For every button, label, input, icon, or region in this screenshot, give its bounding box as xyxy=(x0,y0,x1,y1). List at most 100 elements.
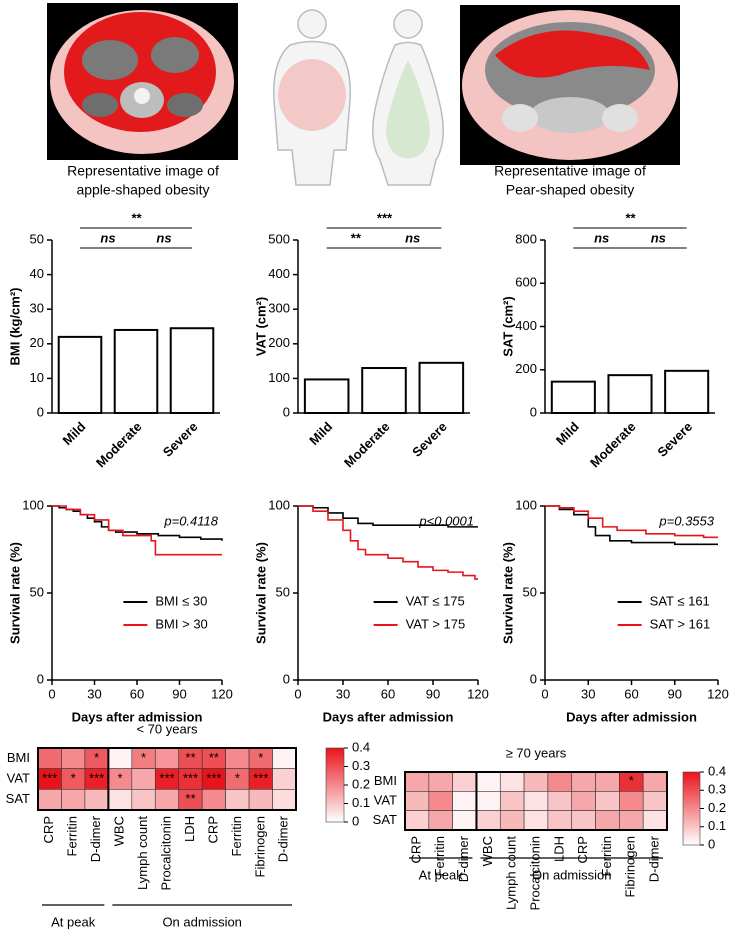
x-tick-label: 30 xyxy=(581,686,595,701)
y-axis-label: BMI (kg/cm²) xyxy=(7,288,22,366)
heatmap-cell xyxy=(37,747,62,769)
colorbar-tick-label: 0.3 xyxy=(708,782,726,797)
heatmap-cell xyxy=(523,791,549,811)
bar xyxy=(169,327,215,415)
y-tick-label: 50 xyxy=(30,584,44,599)
heatmap-cell xyxy=(201,789,226,811)
significance-label: ** xyxy=(185,750,195,765)
heatmap-title: < 70 years xyxy=(136,721,198,736)
heatmap-cell xyxy=(225,747,250,769)
heatmap-cell xyxy=(452,771,477,792)
y-tick-label: 500 xyxy=(268,231,290,246)
p-value: p=0.3553 xyxy=(658,513,714,528)
x-axis-label: Days after admission xyxy=(72,709,203,724)
legend-label: VAT > 175 xyxy=(406,616,466,631)
heatmap-cell xyxy=(619,810,644,831)
x-tick-label: 60 xyxy=(624,686,638,701)
heatmap-cell xyxy=(476,791,501,811)
significance-label: *** xyxy=(89,770,104,785)
bar xyxy=(607,374,653,414)
column-label: D-dimer xyxy=(647,835,662,882)
significance-label: ns xyxy=(405,230,420,245)
row-label: SAT xyxy=(373,812,397,827)
significance-label: * xyxy=(141,750,146,765)
bar xyxy=(418,361,465,414)
legend-label: SAT ≤ 161 xyxy=(650,593,710,608)
heatmap-cell xyxy=(476,771,501,792)
body-silhouettes xyxy=(273,9,444,186)
heatmap-cell xyxy=(642,810,668,831)
y-tick-label: 50 xyxy=(30,231,44,246)
x-tick-label: Mild xyxy=(553,419,582,448)
heatmap-cell xyxy=(547,771,573,792)
heatmap-cell xyxy=(428,810,453,831)
row-label: BMI xyxy=(7,750,30,765)
legend-label: BMI > 30 xyxy=(155,616,207,631)
significance-label: ns xyxy=(100,230,115,245)
image-caption: Pear-shaped obesity xyxy=(506,182,634,198)
x-tick-label: Mild xyxy=(60,419,89,448)
heatmap-cell xyxy=(499,771,525,792)
column-label: Fibrinogen xyxy=(623,836,638,897)
heatmap-cell xyxy=(452,791,477,811)
colorbar-tick-label: 0.1 xyxy=(352,795,370,810)
y-tick-label: 0 xyxy=(37,404,44,419)
heatmap-cell xyxy=(571,791,596,811)
ct-image-pear xyxy=(460,5,680,165)
heatmap-cell xyxy=(523,810,549,831)
heatmap-cell xyxy=(131,789,156,811)
survival-curve xyxy=(52,505,222,556)
bar xyxy=(361,367,407,414)
column-label: Ferritin xyxy=(229,816,244,856)
heatmap-cell xyxy=(523,771,549,792)
y-axis-label: Survival rate (%) xyxy=(253,542,268,644)
x-tick-label: 60 xyxy=(381,686,395,701)
y-tick-label: 100 xyxy=(515,497,537,512)
row-label: SAT xyxy=(6,791,30,806)
colorbar-tick-label: 0.2 xyxy=(352,776,370,791)
legend-label: BMI ≤ 30 xyxy=(155,593,207,608)
significance-label: ** xyxy=(131,210,142,225)
legend-label: SAT > 161 xyxy=(650,616,711,631)
column-label: D-dimer xyxy=(276,815,291,862)
column-label: CRP xyxy=(575,836,590,863)
y-tick-label: 0 xyxy=(530,671,537,686)
y-tick-label: 100 xyxy=(268,370,290,385)
column-label: Procalcitonin xyxy=(158,816,173,890)
x-tick-label: 120 xyxy=(467,686,489,701)
column-label: D-dimer xyxy=(456,835,471,882)
x-tick-label: 30 xyxy=(336,686,350,701)
heatmap-cell xyxy=(595,771,620,792)
significance-label: *** xyxy=(376,210,392,225)
group-label: On admission xyxy=(162,914,241,929)
group-label: At peak xyxy=(419,867,464,882)
heatmap-title: ≥ 70 years xyxy=(506,745,567,760)
y-tick-label: 0 xyxy=(37,671,44,686)
bar xyxy=(664,369,710,414)
survival-curve xyxy=(298,505,478,528)
column-label: Fibrinogen xyxy=(252,816,267,877)
y-axis-label: Survival rate (%) xyxy=(500,542,515,644)
y-axis-label: Survival rate (%) xyxy=(7,542,22,644)
heatmap-cell xyxy=(225,789,250,811)
colorbar-tick-label: 0 xyxy=(708,836,715,851)
image-caption: apple-shaped obesity xyxy=(76,182,209,198)
column-label: Lymph count xyxy=(504,836,519,910)
y-tick-label: 40 xyxy=(30,266,44,281)
heatmap-cell xyxy=(108,789,133,811)
y-tick-label: 200 xyxy=(268,335,290,350)
significance-label: ** xyxy=(625,210,636,225)
heatmap-cell xyxy=(428,771,453,792)
column-label: WBC xyxy=(480,836,495,866)
heatmap-cell xyxy=(547,791,573,811)
x-tick-label: Severe xyxy=(654,419,695,460)
column-label: Ferritin xyxy=(599,836,614,876)
row-label: VAT xyxy=(7,770,30,785)
heatmap-cell xyxy=(154,747,180,769)
heatmap-cell xyxy=(499,810,525,831)
survival-curve xyxy=(545,505,718,546)
heatmap-cell xyxy=(547,810,573,831)
x-tick-label: 0 xyxy=(48,686,55,701)
heatmap-border xyxy=(37,747,297,811)
